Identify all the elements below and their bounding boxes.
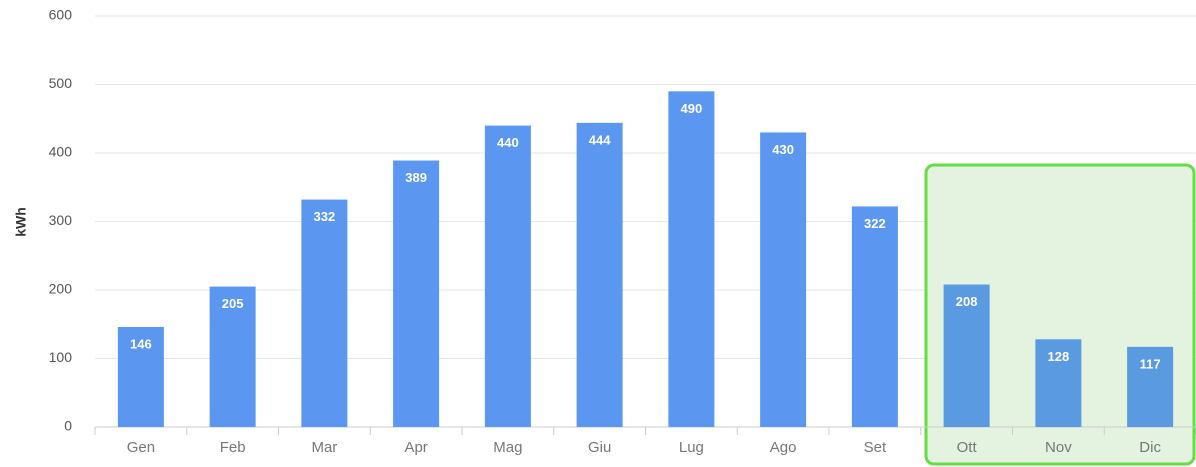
bar	[1127, 346, 1174, 427]
highlight-box	[924, 163, 1196, 466]
bar	[1035, 339, 1082, 427]
y-tick-label: 100	[49, 349, 73, 365]
x-tick-label: Gen	[127, 439, 155, 456]
data-label: 146	[130, 336, 152, 351]
data-label: 490	[681, 101, 703, 116]
bar	[760, 132, 807, 427]
y-tick-label: 600	[49, 7, 73, 23]
y-tick-label: 200	[49, 281, 73, 297]
x-tick-label: Giu	[588, 439, 611, 456]
bar	[943, 284, 990, 427]
data-label: 117	[1140, 356, 1161, 371]
bar	[117, 326, 164, 427]
data-label: 205	[222, 296, 244, 311]
data-label: 444	[589, 132, 611, 147]
x-tick-label: Mag	[493, 439, 522, 456]
y-tick-label: 300	[49, 212, 73, 228]
bar	[393, 160, 440, 427]
bar	[484, 125, 531, 427]
data-label: 332	[314, 209, 336, 224]
x-tick-label: Lug	[679, 439, 704, 456]
bar	[668, 91, 715, 427]
bar	[576, 122, 623, 428]
x-tick-label: Ago	[770, 439, 797, 456]
data-label: 322	[864, 216, 886, 231]
y-tick-label: 0	[64, 418, 72, 434]
data-label: 128	[1048, 349, 1070, 364]
bar	[209, 286, 256, 427]
data-label: 208	[956, 294, 978, 309]
y-tick-label: 500	[49, 75, 73, 91]
bar	[301, 199, 348, 427]
x-tick-label: Mar	[311, 439, 337, 456]
x-tick-label: Dic	[1139, 439, 1161, 456]
y-tick-label: 400	[49, 144, 73, 160]
data-label: 440	[497, 135, 519, 150]
data-label: 430	[772, 142, 794, 157]
x-tick-label: Apr	[404, 439, 427, 456]
x-tick-label: Ott	[957, 439, 978, 456]
x-tick-label: Feb	[220, 439, 246, 456]
y-axis-label: kWh	[13, 207, 29, 237]
x-tick-label: Set	[864, 439, 887, 456]
bar	[851, 206, 898, 427]
x-tick-label: Nov	[1045, 439, 1072, 456]
data-label: 389	[405, 170, 427, 185]
